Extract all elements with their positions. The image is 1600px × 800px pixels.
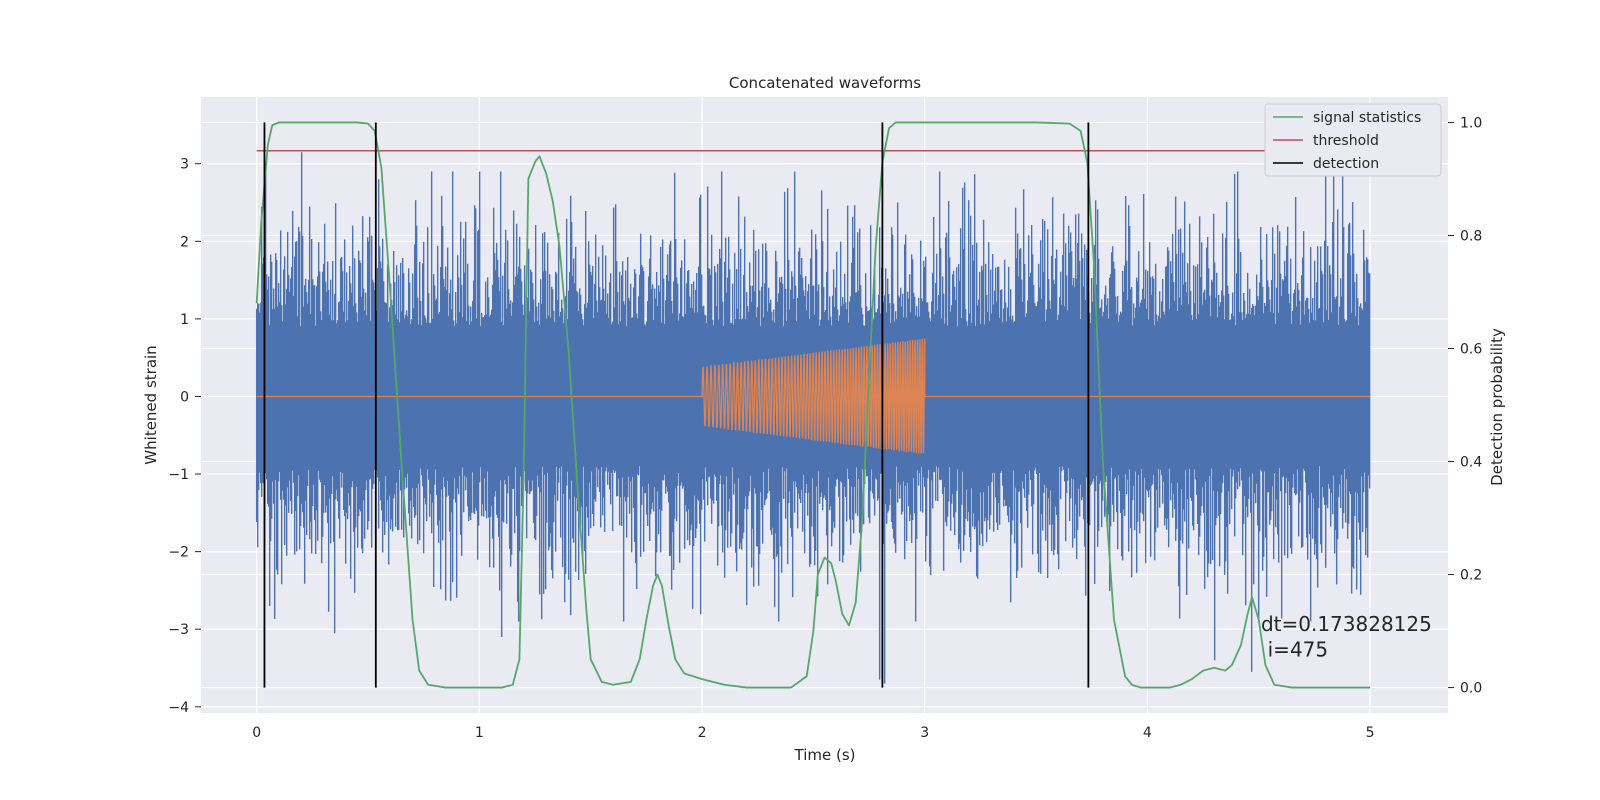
legend-label-detection: detection: [1313, 156, 1379, 172]
y-tick-label: 1: [180, 312, 189, 328]
y-tick-label: −2: [168, 545, 189, 561]
x-tick-label: 1: [475, 725, 484, 741]
y-axis-label: Whitened strain: [142, 345, 160, 464]
signal-statistics-line: [255, 121, 1371, 689]
y2-axis-label: Detection probability: [1488, 328, 1506, 486]
legend-label-threshold: threshold: [1313, 133, 1379, 149]
legend-label-signal-statistics: signal statistics: [1313, 110, 1421, 126]
y-tick-label: 0: [180, 389, 189, 405]
x-tick-label: 0: [252, 725, 261, 741]
x-tick-label: 5: [1366, 725, 1375, 741]
x-tick-label: 3: [920, 725, 929, 741]
chart-title: Concatenated waveforms: [729, 74, 921, 92]
y2-tick-label: 0.8: [1460, 228, 1482, 244]
y2-tick-label: 0.4: [1460, 455, 1482, 471]
x-tick-label: 2: [698, 725, 707, 741]
y2-tick-label: 1.0: [1460, 115, 1482, 131]
y2-tick-label: 0.0: [1460, 681, 1482, 697]
legend: signal statistics threshold detection: [1264, 103, 1442, 177]
annotation-text: dt=0.173828125: [1261, 612, 1432, 636]
y-tick-label: −4: [168, 700, 189, 716]
y-tick-label: −1: [168, 467, 189, 483]
y2-tick-label: 0.2: [1460, 568, 1482, 584]
chirp-series-line: [256, 338, 1371, 454]
y-tick-label: −3: [168, 622, 189, 638]
axes: 0 1 2 3 4 5 −4 −3 −2 −1 0 1 2 3 0.0 0.2 0.4 0.6 0.8 1.0: [168, 115, 1482, 741]
y-tick-label: 2: [180, 234, 189, 250]
y2-tick-label: 0.6: [1460, 341, 1482, 357]
annotation-text: i=475: [1268, 637, 1329, 661]
legend-box: [1264, 103, 1442, 177]
x-axis-label: Time (s): [794, 746, 856, 764]
x-tick-label: 4: [1143, 725, 1152, 741]
y-tick-label: 3: [180, 157, 189, 173]
data-series: [255, 121, 1393, 689]
